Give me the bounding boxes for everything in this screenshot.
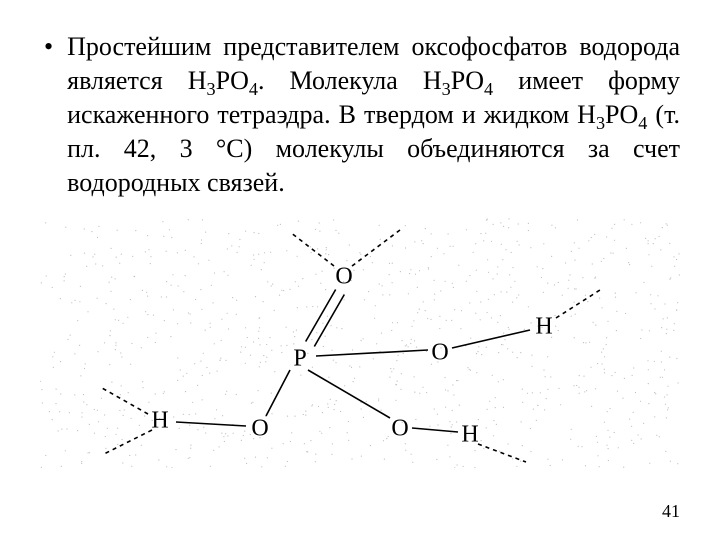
svg-text:O: O xyxy=(251,416,268,442)
svg-text:P: P xyxy=(293,346,306,372)
svg-text:O: O xyxy=(335,264,352,290)
body-paragraph: Простейшим представителем оксофосфатов в… xyxy=(67,30,680,200)
svg-text:H: H xyxy=(535,314,552,340)
svg-text:O: O xyxy=(431,340,448,366)
svg-text:O: O xyxy=(391,416,408,442)
bullet-glyph: • xyxy=(40,30,67,64)
svg-text:H: H xyxy=(461,422,478,448)
svg-text:H: H xyxy=(151,408,168,434)
page-number: 41 xyxy=(662,501,680,522)
molecule-diagram: P O O O O H H H xyxy=(40,218,680,473)
